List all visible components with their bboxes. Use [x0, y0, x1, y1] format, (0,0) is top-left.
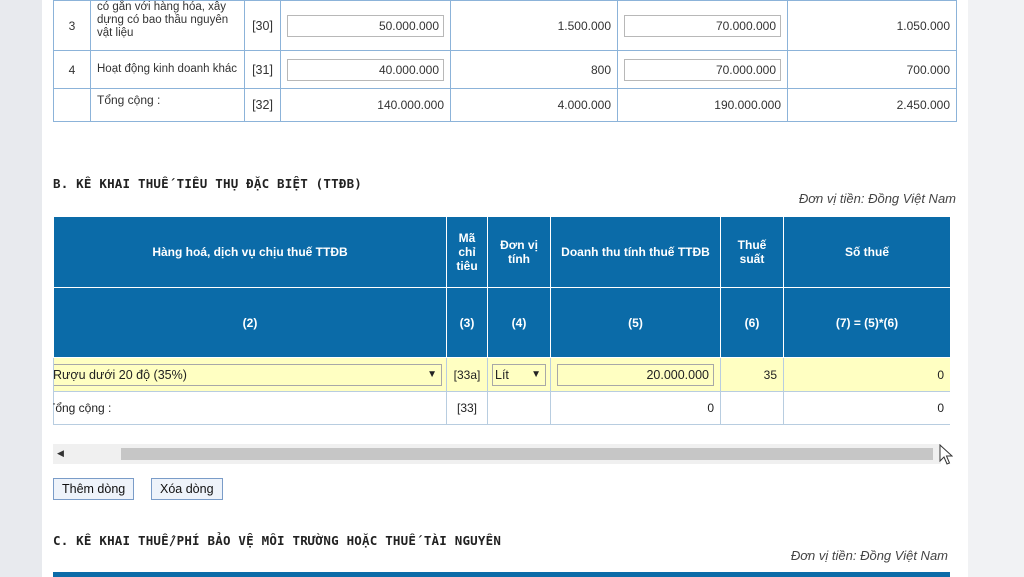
- header-revenue: Doanh thu tính thuế TTĐB: [550, 216, 721, 288]
- table-row: 4 Hoạt động kinh doanh khác [31] 40.000.…: [53, 50, 957, 89]
- header-num-5: (5): [550, 287, 721, 358]
- header-rate: Thuế suất: [720, 216, 784, 288]
- unit-select[interactable]: Lít ▼: [492, 363, 546, 386]
- unit-note: Đơn vị tiền: Đồng Việt Nam: [798, 191, 956, 206]
- goods-select-value: Rượu dưới 20 độ (35%): [53, 367, 187, 382]
- goods-select[interactable]: Rượu dưới 20 độ (35%) ▼: [53, 363, 442, 386]
- revenue-input[interactable]: 50.000.000: [287, 14, 444, 37]
- row-code: [33a]: [446, 357, 488, 392]
- total-revenue: 0: [550, 391, 721, 425]
- total-label: Tổng cộng :: [90, 88, 245, 122]
- header-unit: Đơn vị tính: [487, 216, 551, 288]
- row-index: 3: [53, 0, 91, 51]
- tax-value-2: 1.050.000: [787, 0, 957, 51]
- section-b-title: B. KÊ KHAI THUẾ TIÊU THỤ ĐẶC BIỆT (TTĐB): [53, 176, 363, 191]
- rate-value: 35: [720, 357, 784, 392]
- total-value: 140.000.000: [280, 88, 451, 122]
- row-index: [53, 88, 91, 122]
- total-tax: 0: [783, 391, 950, 425]
- header-num-6: (6): [720, 287, 784, 358]
- table-b-scroll-area: Hàng hoá, dịch vụ chịu thuế TTĐB Mã chỉ …: [53, 216, 950, 425]
- right-gutter: [968, 0, 1024, 577]
- total-value-4: 2.450.000: [787, 88, 957, 122]
- mouse-pointer-icon: [939, 444, 953, 465]
- header-num-3: (3): [446, 287, 488, 358]
- row-description: có gắn với hàng hóa, xây dựng có bao thầ…: [90, 0, 245, 51]
- table-row-total: Tổng cộng : [33] 0 0: [53, 391, 950, 425]
- unit-note-c: Đơn vị tiền: Đồng Việt Nam: [790, 548, 948, 563]
- total-label: Tổng cộng :: [53, 401, 112, 415]
- scrollbar-thumb[interactable]: [121, 448, 933, 460]
- revenue-input[interactable]: 20.000.000: [557, 363, 714, 386]
- tax-value: 1.500.000: [450, 0, 618, 51]
- tax-value-2: 700.000: [787, 50, 957, 89]
- tax-value: 0: [783, 357, 950, 392]
- row-description: Hoạt động kinh doanh khác: [90, 50, 245, 89]
- header-code: Mã chỉ tiêu: [446, 216, 488, 288]
- total-value-2: 4.000.000: [450, 88, 618, 122]
- delete-row-button[interactable]: Xóa dòng: [151, 478, 223, 500]
- arrow-left-icon[interactable]: ◀: [57, 448, 64, 458]
- header-goods: Hàng hoá, dịch vụ chịu thuế TTĐB: [53, 216, 447, 288]
- row-code: [30]: [244, 0, 281, 51]
- chevron-down-icon: ▼: [531, 369, 541, 380]
- table-row-total: Tổng cộng : [32] 140.000.000 4.000.000 1…: [53, 88, 957, 122]
- add-row-button[interactable]: Thêm dòng: [53, 478, 135, 500]
- table-c-header-edge: [53, 572, 950, 577]
- form-page: 3 có gắn với hàng hóa, xây dựng có bao t…: [42, 0, 968, 577]
- tax-value: 800: [450, 50, 618, 89]
- table-b: Hàng hoá, dịch vụ chịu thuế TTĐB Mã chỉ …: [53, 216, 950, 425]
- revenue-input[interactable]: 40.000.000: [287, 58, 444, 81]
- section-c-title: C. KÊ KHAI THUẾ/PHÍ BẢO VỆ MÔI TRƯỜNG HO…: [53, 533, 502, 548]
- header-num-7: (7) = (5)*(6): [783, 287, 950, 358]
- header-tax: Số thuế: [783, 216, 950, 288]
- revenue-input-2[interactable]: 70.000.000: [624, 14, 781, 37]
- row-index: 4: [53, 50, 91, 89]
- total-code: [33]: [446, 391, 488, 425]
- horizontal-scrollbar[interactable]: ◀: [53, 444, 941, 464]
- chevron-down-icon: ▼: [427, 369, 437, 380]
- table-row: 3 có gắn với hàng hóa, xây dựng có bao t…: [53, 0, 957, 51]
- total-value-3: 190.000.000: [617, 88, 788, 122]
- row-code: [31]: [244, 50, 281, 89]
- table-a: 3 có gắn với hàng hóa, xây dựng có bao t…: [53, 0, 957, 122]
- unit-select-value: Lít: [495, 367, 509, 382]
- header-num-2: (2): [53, 287, 447, 358]
- row-code: [32]: [244, 88, 281, 122]
- header-num-4: (4): [487, 287, 551, 358]
- revenue-input-2[interactable]: 70.000.000: [624, 58, 781, 81]
- table-row: Rượu dưới 20 độ (35%) ▼ [33a] Lít ▼ 20.0…: [53, 357, 950, 392]
